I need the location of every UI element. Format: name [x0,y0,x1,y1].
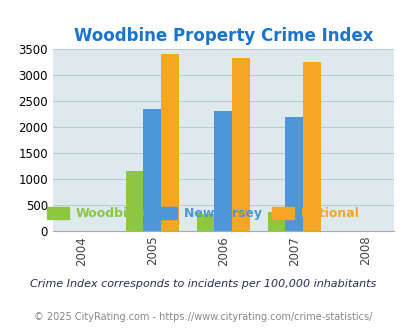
Legend: Woodbine, New Jersey, National: Woodbine, New Jersey, National [42,202,363,225]
Bar [303,62,320,231]
Title: Woodbine Property Crime Index: Woodbine Property Crime Index [73,27,372,45]
Bar [214,111,232,231]
Text: Crime Index corresponds to incidents per 100,000 inhabitants: Crime Index corresponds to incidents per… [30,279,375,289]
Bar [267,212,285,231]
Bar [196,214,214,231]
Bar [161,54,179,231]
Bar [143,109,161,231]
Bar [125,171,143,231]
Text: © 2025 CityRating.com - https://www.cityrating.com/crime-statistics/: © 2025 CityRating.com - https://www.city… [34,312,371,322]
Bar [232,58,249,231]
Bar [285,117,303,231]
